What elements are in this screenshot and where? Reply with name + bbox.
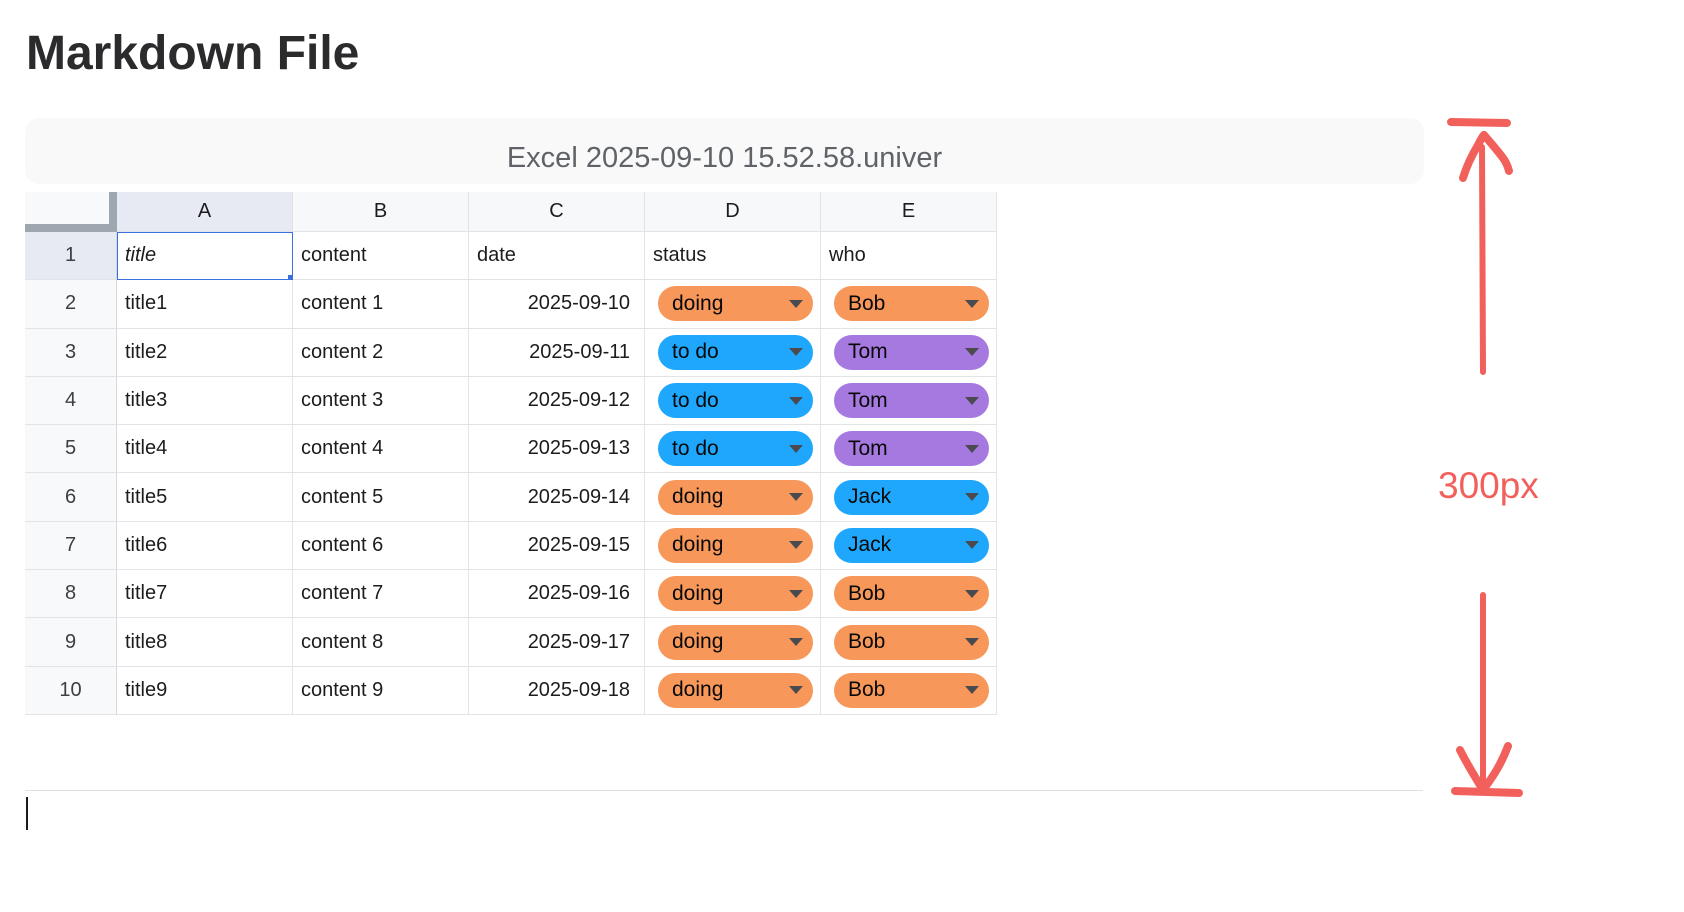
svg-text:300px: 300px: [1438, 465, 1539, 506]
